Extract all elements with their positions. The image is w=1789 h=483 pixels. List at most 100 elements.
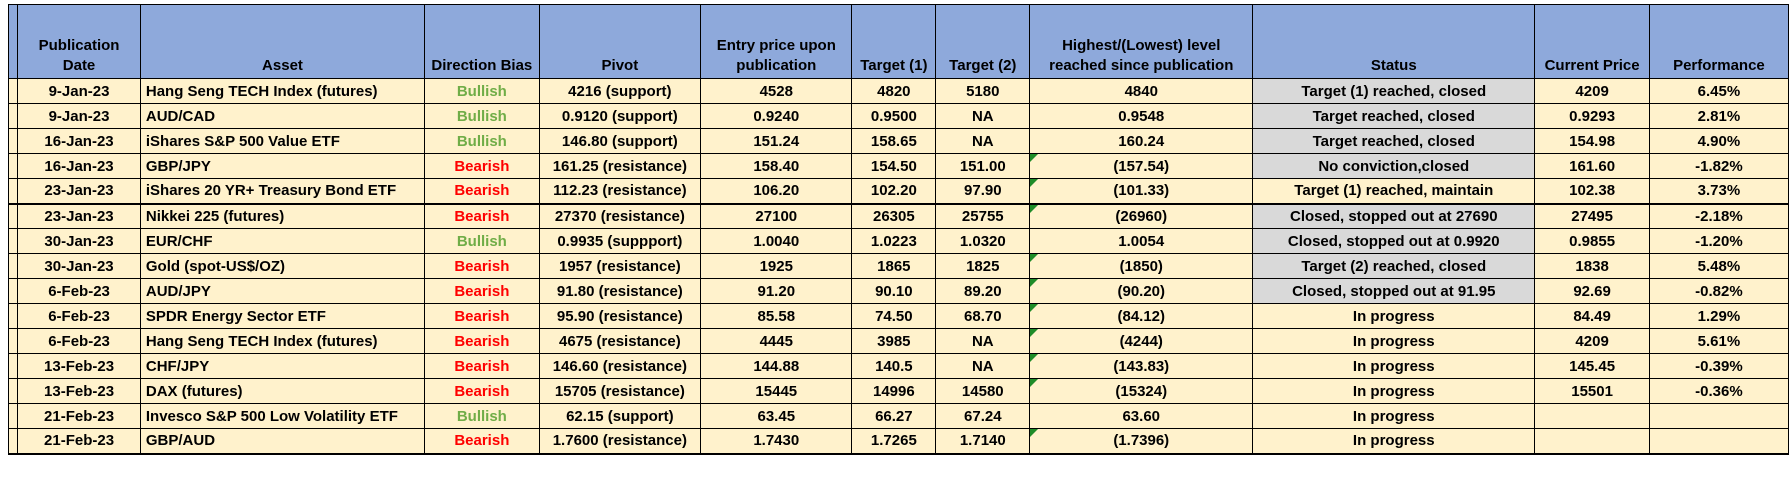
header-publication-date[interactable]: Publication Date [17,4,141,79]
cell-performance[interactable] [1648,428,1789,455]
cell-asset[interactable]: EUR/CHF [139,228,426,254]
cell-target-1[interactable]: 14996 [851,378,937,404]
cell-performance[interactable]: 5.48% [1648,253,1789,279]
cell-current-price[interactable]: 4209 [1534,78,1650,104]
cell-status[interactable]: Target reached, closed [1252,103,1536,129]
cell-target-2[interactable]: 1.0320 [935,228,1031,254]
cell-asset[interactable]: AUD/JPY [139,278,426,304]
cell-highest-lowest[interactable]: (90.20) [1029,278,1254,304]
cell-asset[interactable]: Invesco S&P 500 Low Volatility ETF [139,403,426,429]
cell-asset[interactable]: iShares S&P 500 Value ETF [139,128,426,154]
cell-status[interactable]: In progress [1252,353,1536,379]
cell-current-price[interactable]: 84.49 [1534,303,1650,329]
cell-direction-bias[interactable]: Bullish [424,78,540,104]
cell-publication-date[interactable]: 9-Jan-23 [17,103,141,129]
header-asset[interactable]: Asset [139,4,426,79]
cell-target-1[interactable]: 74.50 [851,303,937,329]
cell-entry-price[interactable]: 4445 [700,328,853,354]
header-performance[interactable]: Performance [1648,4,1789,79]
cell-pivot[interactable]: 1.7600 (resistance) [538,428,702,455]
cell-direction-bias[interactable]: Bearish [424,178,540,205]
cell-target-2[interactable]: 67.24 [935,403,1031,429]
cell-direction-bias[interactable]: Bearish [424,428,540,455]
cell-performance[interactable]: -2.18% [1648,203,1789,229]
header-target-1[interactable]: Target (1) [851,4,937,79]
cell-highest-lowest[interactable]: (157.54) [1029,153,1254,179]
cell-target-2[interactable]: 25755 [935,203,1031,229]
cell-highest-lowest[interactable]: (101.33) [1029,178,1254,205]
cell-pivot[interactable]: 112.23 (resistance) [538,178,702,205]
cell-status[interactable]: Closed, stopped out at 91.95 [1252,278,1536,304]
cell-publication-date[interactable]: 23-Jan-23 [17,178,141,205]
cell-status[interactable]: Target (2) reached, closed [1252,253,1536,279]
cell-direction-bias[interactable]: Bearish [424,153,540,179]
cell-status[interactable]: In progress [1252,303,1536,329]
cell-target-2[interactable]: 5180 [935,78,1031,104]
header-target-2[interactable]: Target (2) [935,4,1031,79]
cell-asset[interactable]: GBP/AUD [139,428,426,455]
cell-highest-lowest[interactable]: (4244) [1029,328,1254,354]
cell-asset[interactable]: CHF/JPY [139,353,426,379]
cell-publication-date[interactable]: 23-Jan-23 [17,203,141,229]
cell-status[interactable]: Target reached, closed [1252,128,1536,154]
cell-publication-date[interactable]: 16-Jan-23 [17,128,141,154]
cell-asset[interactable]: Hang Seng TECH Index (futures) [139,328,426,354]
cell-direction-bias[interactable]: Bearish [424,278,540,304]
cell-target-2[interactable]: 151.00 [935,153,1031,179]
cell-highest-lowest[interactable]: 4840 [1029,78,1254,104]
cell-status[interactable]: Closed, stopped out at 0.9920 [1252,228,1536,254]
cell-pivot[interactable]: 91.80 (resistance) [538,278,702,304]
cell-direction-bias[interactable]: Bearish [424,353,540,379]
cell-asset[interactable]: SPDR Energy Sector ETF [139,303,426,329]
cell-target-1[interactable]: 140.5 [851,353,937,379]
cell-current-price[interactable]: 1838 [1534,253,1650,279]
cell-target-1[interactable]: 26305 [851,203,937,229]
cell-current-price[interactable]: 15501 [1534,378,1650,404]
cell-entry-price[interactable]: 1.0040 [700,228,853,254]
cell-pivot[interactable]: 62.15 (support) [538,403,702,429]
cell-asset[interactable]: GBP/JPY [139,153,426,179]
cell-direction-bias[interactable]: Bearish [424,203,540,229]
cell-target-1[interactable]: 4820 [851,78,937,104]
cell-pivot[interactable]: 4216 (support) [538,78,702,104]
cell-pivot[interactable]: 15705 (resistance) [538,378,702,404]
cell-performance[interactable]: 6.45% [1648,78,1789,104]
cell-highest-lowest[interactable]: (84.12) [1029,303,1254,329]
cell-asset[interactable]: Nikkei 225 (futures) [139,203,426,229]
cell-performance[interactable]: -0.36% [1648,378,1789,404]
cell-highest-lowest[interactable]: 160.24 [1029,128,1254,154]
cell-target-1[interactable]: 3985 [851,328,937,354]
cell-direction-bias[interactable]: Bearish [424,328,540,354]
cell-current-price[interactable]: 0.9293 [1534,103,1650,129]
cell-target-1[interactable]: 66.27 [851,403,937,429]
cell-pivot[interactable]: 0.9120 (support) [538,103,702,129]
cell-pivot[interactable]: 161.25 (resistance) [538,153,702,179]
cell-status[interactable]: In progress [1252,403,1536,429]
header-entry-price[interactable]: Entry price upon publication [700,4,853,79]
cell-publication-date[interactable]: 6-Feb-23 [17,278,141,304]
cell-pivot[interactable]: 1957 (resistance) [538,253,702,279]
header-highest-lowest[interactable]: Highest/(Lowest) level reached since pub… [1029,4,1254,79]
cell-pivot[interactable]: 27370 (resistance) [538,203,702,229]
cell-performance[interactable]: -0.82% [1648,278,1789,304]
cell-highest-lowest[interactable]: 1.0054 [1029,228,1254,254]
cell-status[interactable]: No conviction,closed [1252,153,1536,179]
cell-status[interactable]: Closed, stopped out at 27690 [1252,203,1536,229]
cell-publication-date[interactable]: 9-Jan-23 [17,78,141,104]
cell-current-price[interactable]: 0.9855 [1534,228,1650,254]
cell-entry-price[interactable]: 144.88 [700,353,853,379]
cell-publication-date[interactable]: 21-Feb-23 [17,403,141,429]
cell-current-price[interactable]: 92.69 [1534,278,1650,304]
cell-target-2[interactable]: 1825 [935,253,1031,279]
cell-asset[interactable]: Gold (spot-US$/OZ) [139,253,426,279]
cell-publication-date[interactable]: 13-Feb-23 [17,353,141,379]
cell-entry-price[interactable]: 27100 [700,203,853,229]
cell-publication-date[interactable]: 16-Jan-23 [17,153,141,179]
cell-asset[interactable]: DAX (futures) [139,378,426,404]
cell-current-price[interactable] [1534,428,1650,455]
header-status[interactable]: Status [1252,4,1536,79]
cell-entry-price[interactable]: 158.40 [700,153,853,179]
cell-publication-date[interactable]: 6-Feb-23 [17,328,141,354]
cell-publication-date[interactable]: 30-Jan-23 [17,228,141,254]
cell-target-1[interactable]: 1.7265 [851,428,937,455]
